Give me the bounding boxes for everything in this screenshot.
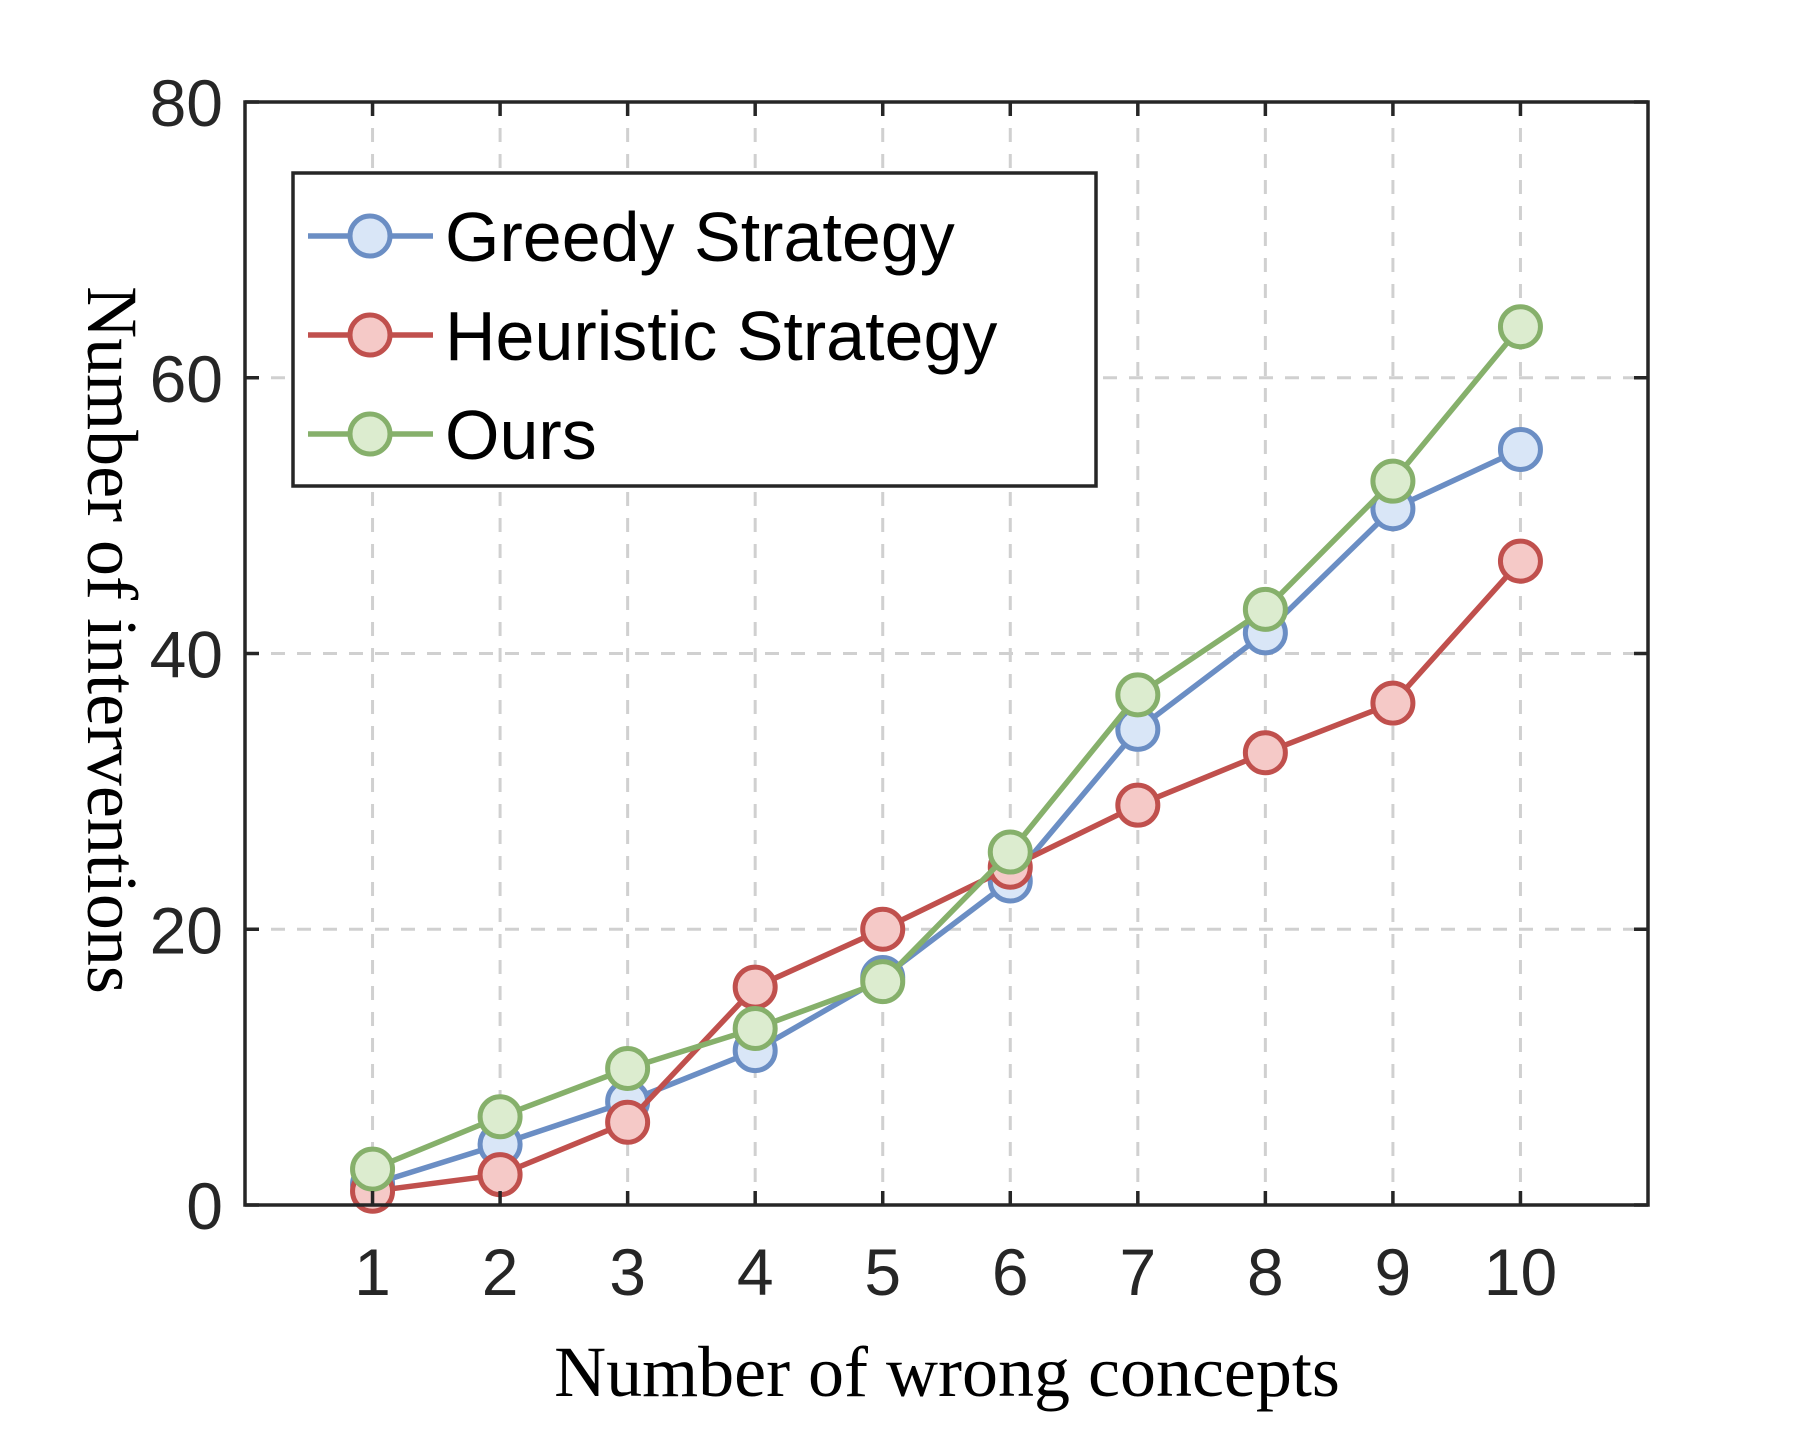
data-point (1115, 782, 1161, 828)
x-tick-label: 7 (1119, 1235, 1156, 1309)
series-ours (350, 304, 1543, 1192)
y-tick-label: 80 (150, 66, 223, 140)
data-point (350, 1146, 396, 1192)
legend-marker (347, 312, 393, 358)
y-tick-label: 0 (186, 1169, 223, 1243)
legend-item: Greedy Strategy (308, 198, 955, 276)
data-point (1497, 538, 1543, 584)
x-tick-label: 5 (864, 1235, 901, 1309)
x-tick-label: 1 (354, 1235, 391, 1309)
data-point (860, 959, 906, 1005)
legend-marker (347, 411, 393, 457)
legend-label: Heuristic Strategy (445, 297, 997, 375)
series-line (371, 324, 1523, 1172)
axes-layer: 1 2 3 4 5 6 7 8 9 10 0 20 40 60 80 (150, 66, 1650, 1309)
legend: Greedy Strategy Heuristic Strategy Ours (291, 171, 1098, 488)
data-point (1370, 680, 1416, 726)
legend-item: Heuristic Strategy (308, 297, 997, 375)
data-point (1497, 426, 1543, 472)
x-tick-label: 3 (609, 1235, 646, 1309)
series-line (372, 559, 1523, 1194)
data-point (987, 829, 1033, 875)
data-point (1242, 586, 1288, 632)
y-tick-label: 20 (150, 893, 223, 967)
data-point (1370, 458, 1416, 504)
data-point (732, 964, 778, 1010)
legend-item: Ours (308, 396, 597, 474)
x-tick-label: 6 (992, 1235, 1029, 1309)
data-point (860, 906, 906, 952)
y-axis-title: Number of interventions (72, 286, 152, 994)
x-tick-label: 8 (1247, 1235, 1284, 1309)
x-axis-title: Number of wrong concepts (554, 1332, 1340, 1412)
data-point (477, 1152, 523, 1198)
series-heuristic-strategy (350, 538, 1543, 1214)
series-greedy-strategy (350, 426, 1543, 1207)
x-tick-label: 2 (482, 1235, 519, 1309)
legend-label: Ours (445, 396, 597, 474)
data-point (1242, 730, 1288, 776)
data-point (605, 1046, 651, 1092)
series-line (371, 446, 1522, 1187)
legend-marker (347, 213, 393, 259)
data-point (1497, 304, 1543, 350)
x-tick-label: 4 (737, 1235, 774, 1309)
data-point (605, 1099, 651, 1145)
data-point (732, 1006, 778, 1052)
series-layer (350, 304, 1543, 1214)
y-tick-label: 40 (150, 618, 223, 692)
x-tick-label: 10 (1484, 1235, 1557, 1309)
data-point (477, 1094, 523, 1140)
legend-label: Greedy Strategy (445, 198, 955, 276)
y-tick-label: 60 (150, 342, 223, 416)
data-point (1115, 672, 1161, 718)
x-tick-label: 9 (1375, 1235, 1412, 1309)
